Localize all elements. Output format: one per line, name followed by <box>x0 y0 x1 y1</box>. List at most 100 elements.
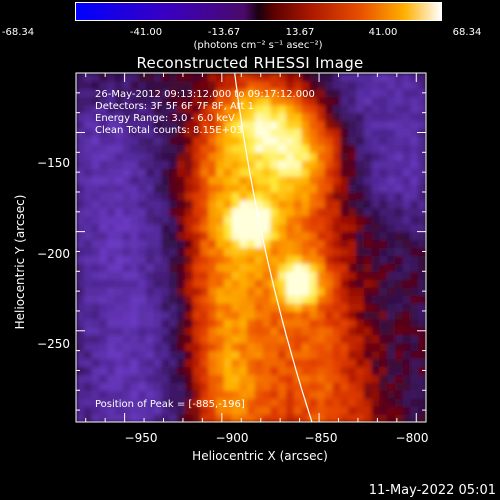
heatmap-cell <box>254 390 264 399</box>
heatmap-cell <box>324 231 334 241</box>
heatmap-cell <box>247 223 256 233</box>
heatmap-cell <box>410 295 419 304</box>
heatmap-cell <box>356 176 365 185</box>
heatmap-cell <box>122 112 132 122</box>
heatmap-cell <box>286 223 295 233</box>
heatmap-cell <box>363 136 373 145</box>
heatmap-cell <box>371 255 380 264</box>
heatmap-cell <box>161 247 170 256</box>
heatmap-cell <box>317 414 326 422</box>
heatmap-cell <box>208 398 217 407</box>
heatmap-cell <box>239 207 248 217</box>
heatmap-cell <box>177 160 186 169</box>
heatmap-cell <box>107 303 116 312</box>
heatmap-cell <box>146 168 155 177</box>
heatmap-cell <box>317 311 326 320</box>
heatmap-cell <box>387 128 396 137</box>
heatmap-cell <box>394 223 404 233</box>
heatmap-cell <box>332 144 342 153</box>
heatmap-cell <box>208 311 217 320</box>
heatmap-cell <box>184 88 194 98</box>
heatmap-cell <box>332 406 342 415</box>
heatmap-cell <box>356 406 365 415</box>
heatmap-cell <box>278 366 287 375</box>
heatmap-cell <box>91 287 100 296</box>
heatmap-cell <box>293 168 303 177</box>
heatmap-cell <box>301 80 310 90</box>
heatmap-cell <box>130 406 139 415</box>
heatmap-cell <box>146 192 155 201</box>
heatmap-cell <box>138 247 147 256</box>
heatmap-cell <box>348 184 357 193</box>
heatmap-cell <box>340 176 349 185</box>
heatmap-cell <box>332 382 342 391</box>
heatmap-cell <box>184 287 194 296</box>
heatmap-cell <box>340 215 349 225</box>
timestamp: 11-May-2022 05:01 <box>368 483 496 498</box>
heatmap-cell <box>363 128 373 137</box>
heatmap-cell <box>216 406 225 415</box>
heatmap-cell <box>340 73 349 82</box>
heatmap-cell <box>130 358 139 367</box>
heatmap-cell <box>153 128 163 137</box>
heatmap-cell <box>402 88 412 98</box>
heatmap-cell <box>91 73 100 82</box>
heatmap-cell <box>387 223 396 233</box>
heatmap-cell <box>177 271 186 280</box>
heatmap-cell <box>130 192 139 201</box>
heatmap-cell <box>293 358 303 367</box>
heatmap-cell <box>254 144 264 153</box>
heatmap-cell <box>363 112 373 122</box>
heatmap-cell <box>324 263 334 272</box>
heatmap-cell <box>99 318 108 328</box>
heatmap-cell <box>356 287 365 296</box>
colorbar-unit: (photons cm⁻² s⁻¹ asec⁻²) <box>193 40 323 51</box>
heatmap-cell <box>161 255 170 264</box>
heatmap-cell <box>278 303 287 312</box>
heatmap-cell <box>130 318 139 328</box>
heatmap-cell <box>107 80 116 90</box>
heatmap-cell <box>216 334 225 344</box>
heatmap-cell <box>192 231 202 241</box>
heatmap-cell <box>169 398 178 407</box>
heatmap-cell <box>83 358 93 367</box>
heatmap-cell <box>99 342 108 352</box>
heatmap-cell <box>332 168 342 177</box>
heatmap-cell <box>130 160 139 169</box>
heatmap-cell <box>114 96 124 106</box>
heatmap-cell <box>208 414 217 422</box>
heatmap-cell <box>208 406 217 415</box>
heatmap-cell <box>231 231 240 241</box>
heatmap-cell <box>169 406 178 415</box>
heatmap-cell <box>99 406 108 415</box>
heatmap-cell <box>379 199 388 209</box>
heatmap-cell <box>363 414 373 422</box>
heatmap-cell <box>332 326 342 336</box>
heatmap-cell <box>340 120 349 130</box>
heatmap-cell <box>410 128 419 137</box>
heatmap-cell <box>184 342 194 352</box>
heatmap-cell <box>387 382 396 391</box>
heatmap-cell <box>348 80 357 90</box>
heatmap-cell <box>161 398 170 407</box>
heatmap-cell <box>317 342 326 352</box>
heatmap-cell <box>371 223 380 233</box>
heatmap-cell <box>169 350 178 360</box>
heatmap-cell <box>223 192 233 201</box>
heatmap-cell <box>278 207 287 217</box>
heatmap-cell <box>99 263 108 272</box>
heatmap-cell <box>107 279 116 288</box>
heatmap-cell <box>340 152 349 161</box>
heatmap-cell <box>239 176 248 185</box>
heatmap-cell <box>161 207 170 217</box>
heatmap-cell <box>340 263 349 272</box>
heatmap-cell <box>379 168 388 177</box>
heatmap-cell <box>286 160 295 169</box>
heatmap-cell <box>270 215 279 225</box>
heatmap-cell <box>402 263 412 272</box>
heatmap-cell <box>340 374 349 383</box>
heatmap-cell <box>208 326 217 336</box>
heatmap-cell <box>231 303 240 312</box>
heatmap-cell <box>387 247 396 256</box>
heatmap-cell <box>91 406 100 415</box>
